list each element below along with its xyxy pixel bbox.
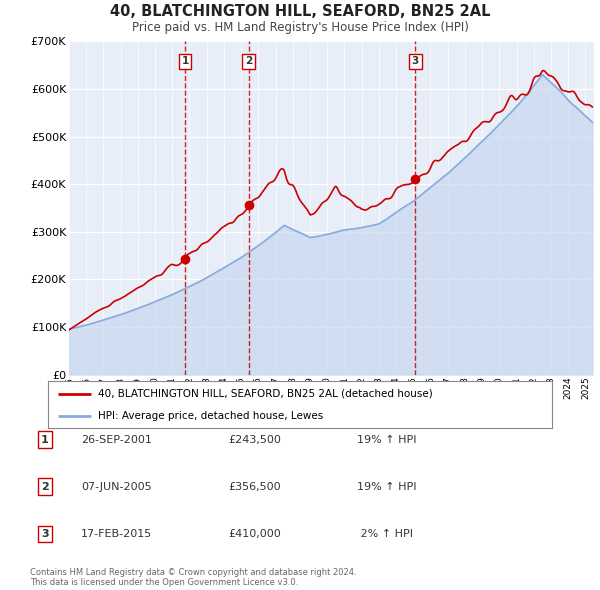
Text: 1: 1 [41,435,49,444]
Text: 19% ↑ HPI: 19% ↑ HPI [357,482,416,491]
Text: 2% ↑ HPI: 2% ↑ HPI [357,529,413,539]
Text: 3: 3 [41,529,49,539]
Text: 26-SEP-2001: 26-SEP-2001 [81,435,152,444]
Text: 40, BLATCHINGTON HILL, SEAFORD, BN25 2AL: 40, BLATCHINGTON HILL, SEAFORD, BN25 2AL [110,4,490,19]
Text: 19% ↑ HPI: 19% ↑ HPI [357,435,416,444]
Text: 2: 2 [245,56,253,66]
Text: HPI: Average price, detached house, Lewes: HPI: Average price, detached house, Lewe… [98,411,323,421]
Text: 07-JUN-2005: 07-JUN-2005 [81,482,152,491]
Text: 1: 1 [181,56,188,66]
Text: £356,500: £356,500 [228,482,281,491]
Text: 2: 2 [41,482,49,491]
Text: £410,000: £410,000 [228,529,281,539]
Text: 40, BLATCHINGTON HILL, SEAFORD, BN25 2AL (detached house): 40, BLATCHINGTON HILL, SEAFORD, BN25 2AL… [98,389,433,399]
Text: £243,500: £243,500 [228,435,281,444]
Text: 17-FEB-2015: 17-FEB-2015 [81,529,152,539]
Text: Price paid vs. HM Land Registry's House Price Index (HPI): Price paid vs. HM Land Registry's House … [131,21,469,34]
Text: 3: 3 [412,56,419,66]
Text: Contains HM Land Registry data © Crown copyright and database right 2024.
This d: Contains HM Land Registry data © Crown c… [30,568,356,587]
